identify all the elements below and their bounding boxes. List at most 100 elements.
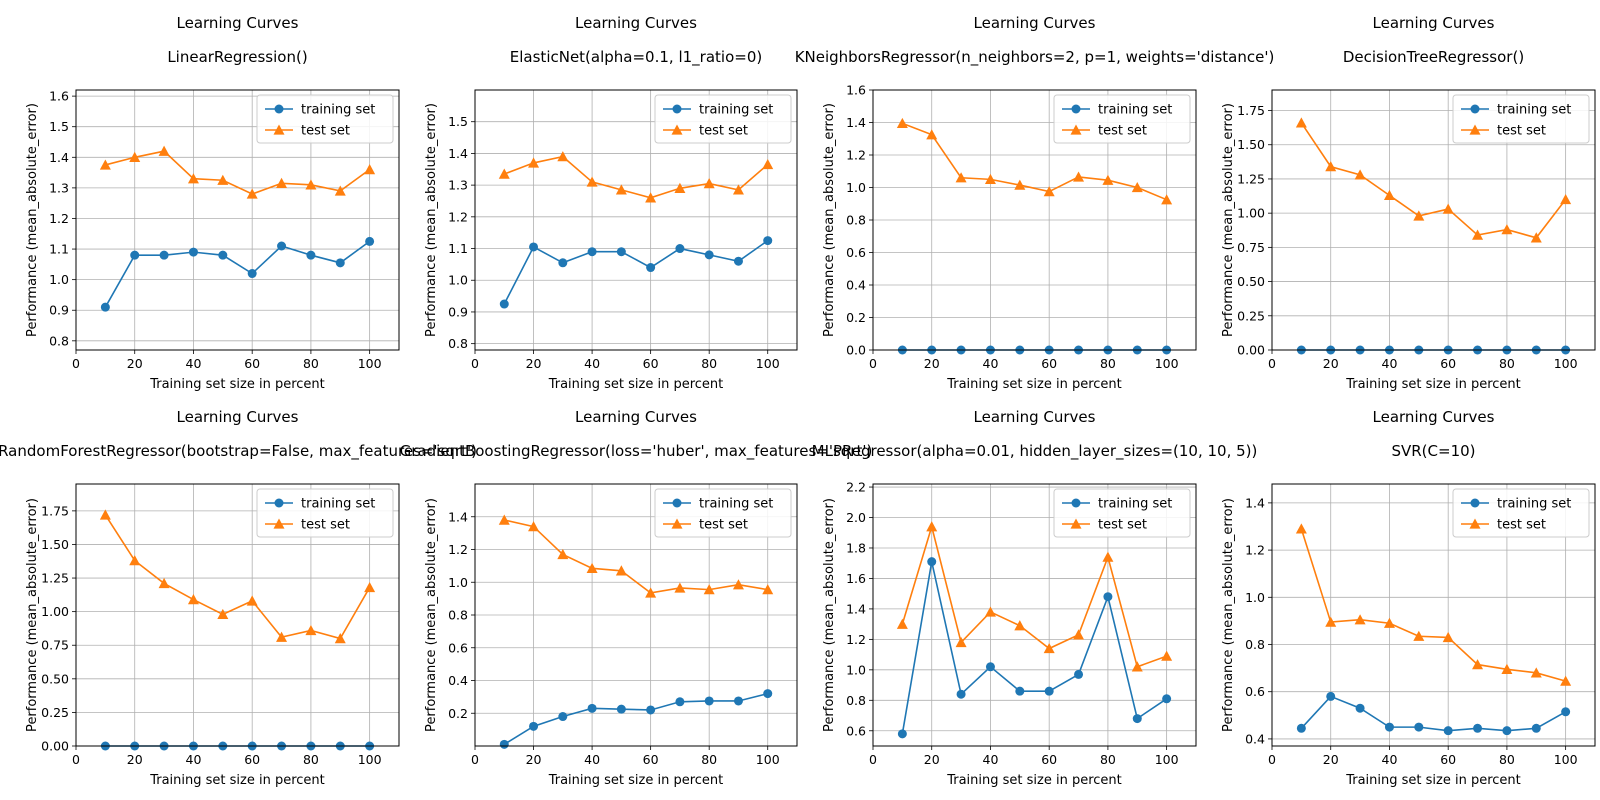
y-tick-label: 1.2 (448, 209, 468, 224)
grid (1271, 484, 1595, 746)
y-tick-label: 1.2 (846, 632, 866, 647)
y-tick-label: 0.25 (41, 705, 69, 720)
x-tick-label: 0 (72, 752, 80, 767)
data-point (1530, 232, 1542, 243)
data-point (305, 179, 317, 190)
y-tick-label: 0.8 (846, 213, 866, 228)
series-line (902, 122, 1167, 201)
data-point (1073, 629, 1085, 640)
y-tick-label: 1.4 (1245, 495, 1265, 510)
chart-title: Learning Curves (974, 14, 1096, 32)
legend-marker (1070, 518, 1082, 529)
data-point (499, 299, 509, 309)
x-tick-label: 100 (1155, 752, 1179, 767)
series-line (1300, 695, 1567, 732)
series-line (503, 239, 769, 305)
data-point (1295, 523, 1307, 534)
data-point (1325, 161, 1337, 172)
x-tick-label: 60 (643, 356, 659, 371)
x-axis-label: Training set size in percent (946, 377, 1122, 392)
y-tick-label: 0.25 (1237, 308, 1265, 323)
x-tick-label: 40 (584, 752, 600, 767)
data-point (187, 173, 199, 184)
data-point (1354, 169, 1366, 180)
legend-marker (1470, 104, 1480, 114)
x-tick-label: 60 (1440, 356, 1456, 371)
data-point (1560, 193, 1572, 205)
x-tick-label: 40 (1382, 356, 1398, 371)
series-training-set (1296, 691, 1571, 736)
y-axis-label: Performance (mean_absolute_error) (822, 103, 837, 337)
y-tick-label: 1.1 (448, 241, 468, 256)
series-training-set (499, 689, 773, 749)
x-tick-label: 40 (983, 752, 999, 767)
data-point (1326, 691, 1336, 701)
data-point (557, 151, 569, 162)
data-point (587, 247, 597, 257)
data-point (1501, 663, 1513, 674)
chart-panel-6: Learning Curves GradientBoostingRegressor… (400, 408, 873, 788)
series-line (504, 519, 768, 594)
data-point (955, 636, 967, 648)
data-point (646, 705, 656, 715)
series-training-set (499, 236, 773, 309)
x-tick-label: 80 (1499, 752, 1515, 767)
legend-label: training set (301, 497, 375, 512)
legend-marker (1071, 104, 1081, 114)
series-test-set (1295, 117, 1572, 243)
data-point (1073, 171, 1085, 182)
x-tick-label: 100 (1554, 752, 1578, 767)
data-point (762, 159, 774, 170)
data-point (498, 168, 510, 179)
data-point (1473, 723, 1483, 733)
data-point (188, 247, 198, 257)
legend-marker (1469, 518, 1481, 529)
chart-subtitle: DecisionTreeRegressor() (1343, 48, 1524, 66)
data-point (1443, 726, 1453, 736)
y-axis-label: Performance (mean_absolute_error) (424, 498, 439, 732)
data-point (187, 594, 199, 605)
y-tick-label: 1.4 (448, 146, 468, 161)
y-tick-label: 1.2 (49, 211, 69, 226)
x-tick-label: 0 (1268, 356, 1276, 371)
legend-marker (671, 124, 683, 135)
data-point (733, 256, 743, 266)
data-point (247, 269, 257, 279)
legend: training set test set (1452, 488, 1590, 538)
data-point (927, 557, 937, 567)
legend-box (654, 94, 792, 144)
data-point (159, 250, 169, 260)
y-tick-label: 0.4 (448, 673, 468, 688)
data-point (646, 263, 656, 273)
x-tick-label: 80 (1100, 356, 1116, 371)
y-tick-label: 0.9 (49, 303, 69, 318)
x-tick-label: 80 (1499, 356, 1515, 371)
x-axis-label: Training set size in percent (548, 377, 724, 392)
y-tick-label: 0.9 (448, 304, 468, 319)
y-tick-label: 1.75 (1237, 103, 1265, 118)
legend-label: training set (1497, 103, 1571, 118)
y-tick-label: 1.4 (49, 150, 69, 165)
legend-label: test set (1098, 124, 1147, 139)
data-point (1442, 631, 1454, 643)
x-axis-label: Training set size in percent (1345, 773, 1521, 788)
legend-box (256, 488, 394, 538)
y-tick-label: 1.2 (846, 148, 866, 163)
x-tick-label: 20 (127, 752, 143, 767)
axes-frame (474, 483, 798, 747)
y-tick-label: 1.0 (846, 180, 866, 195)
data-point (129, 151, 141, 162)
legend-box (256, 94, 394, 144)
series-test-set (1295, 523, 1572, 686)
x-tick-label: 20 (526, 356, 542, 371)
legend: training set test set (256, 94, 394, 144)
data-point (364, 164, 376, 175)
x-tick-label: 20 (924, 752, 940, 767)
data-point (732, 579, 744, 590)
axes-frame (1271, 483, 1596, 747)
y-tick-label: 0.00 (1237, 343, 1265, 358)
data-point (365, 236, 375, 246)
data-point (129, 555, 141, 566)
y-tick-label: 0.8 (846, 693, 866, 708)
